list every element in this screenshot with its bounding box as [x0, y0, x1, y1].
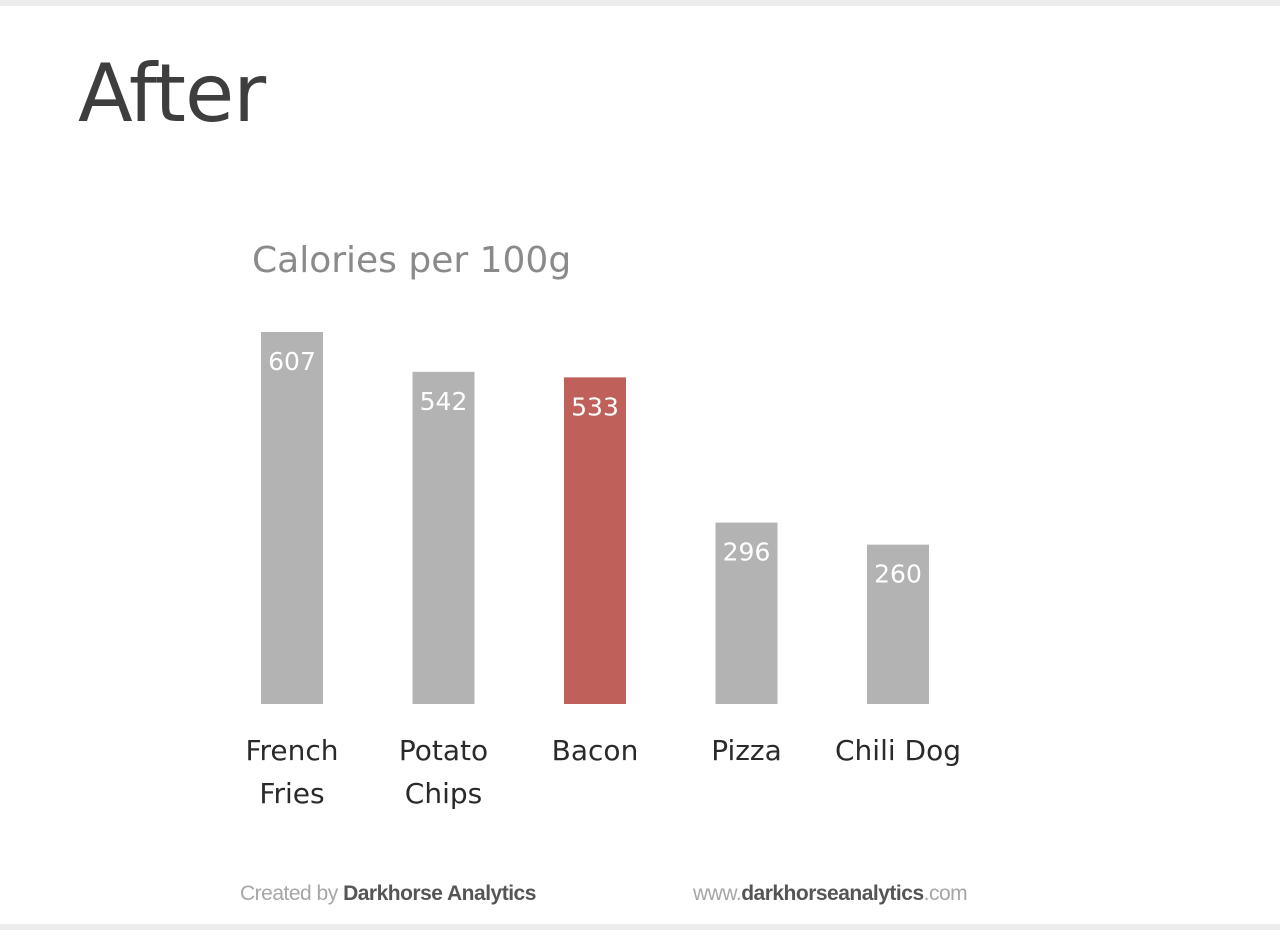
bar-3: [715, 522, 778, 704]
bar-value-label-4: 260: [874, 560, 922, 589]
footer-url-suffix: .com: [923, 882, 968, 905]
bar-chart: Calories per 100g 607 French Fries 542 Potat…: [245, 240, 961, 810]
slide-heading: After: [78, 47, 266, 140]
slide: After Calories per 100g 607 French Fries 54…: [0, 6, 1280, 924]
footer-credit-prefix: Created by: [240, 882, 338, 905]
category-label-0: French Fries: [245, 734, 338, 810]
footer-credit: Created by Darkhorse Analytics: [240, 882, 536, 906]
footer-url-brand: darkhorseanalytics: [741, 882, 924, 905]
bar-4: [867, 544, 929, 704]
bar-1: [412, 371, 475, 704]
bar-value-label-2: 533: [571, 392, 619, 421]
category-label-3: Pizza: [711, 734, 782, 767]
bar-value-label-1: 542: [420, 387, 468, 416]
footer-url-prefix: www.: [693, 882, 742, 905]
bar-2: [564, 377, 626, 704]
footer-url[interactable]: www.darkhorseanalytics.com: [693, 882, 968, 906]
bar-value-label-0: 607: [268, 347, 316, 376]
category-label-2: Bacon: [552, 734, 639, 767]
category-label-1: Potato Chips: [399, 734, 488, 810]
bar-0: [261, 332, 323, 704]
bars-group: 607 French Fries 542 Potato Chips 533 Bacon 296 P…: [245, 332, 961, 810]
footer-credit-brand: Darkhorse Analytics: [343, 882, 536, 905]
bar-value-label-3: 296: [723, 538, 771, 567]
chart-title: Calories per 100g: [252, 240, 571, 281]
category-label-4: Chili Dog: [835, 734, 961, 767]
